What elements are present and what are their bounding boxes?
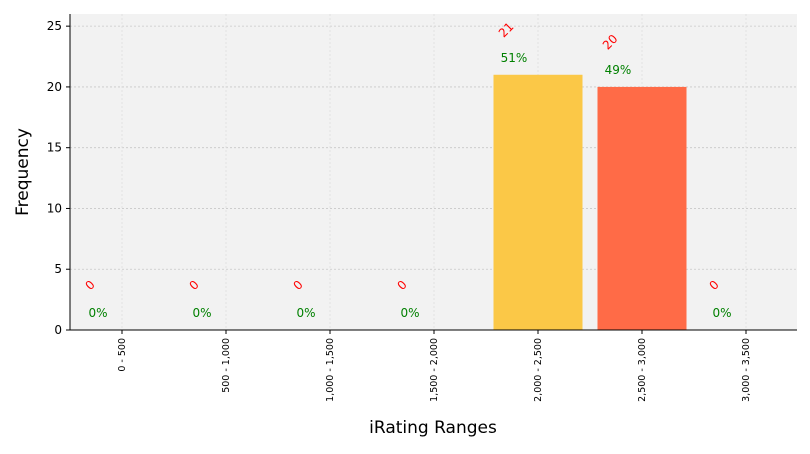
y-tick-label: 15 (47, 141, 62, 155)
percent-label: 0% (88, 306, 107, 320)
percent-label: 49% (605, 63, 632, 77)
percent-label: 0% (192, 306, 211, 320)
y-tick-label: 25 (47, 19, 62, 33)
x-tick-label: 1,000 - 1,500 (325, 338, 336, 402)
y-axis-ticks: 0 5 10 15 20 25 (47, 19, 70, 337)
percent-label: 0% (296, 306, 315, 320)
x-tick-label: 0 - 500 (117, 338, 128, 372)
x-axis-label: iRating Ranges (369, 418, 497, 438)
y-axis-label: Frequency (13, 128, 33, 216)
bar (597, 86, 687, 330)
y-tick-label: 10 (47, 201, 62, 215)
percent-label: 0% (400, 306, 419, 320)
percent-label: 51% (501, 51, 528, 65)
bars (493, 74, 687, 331)
x-tick-label: 1,500 - 2,000 (429, 338, 440, 402)
plot-area (70, 14, 797, 330)
x-axis-ticks: 0 - 500 500 - 1,000 1,000 - 1,500 1,500 - 2… (117, 330, 752, 402)
x-tick-label: 500 - 1,000 (221, 338, 232, 393)
x-tick-label: 2,000 - 2,500 (533, 338, 544, 402)
x-tick-label: 3,000 - 3,500 (741, 338, 752, 402)
bar (493, 74, 583, 331)
y-tick-label: 20 (47, 80, 62, 94)
y-tick-label: 5 (54, 262, 62, 276)
percent-label: 0% (712, 306, 731, 320)
x-tick-label: 2,500 - 3,000 (637, 338, 648, 402)
y-tick-label: 0 (54, 323, 62, 337)
